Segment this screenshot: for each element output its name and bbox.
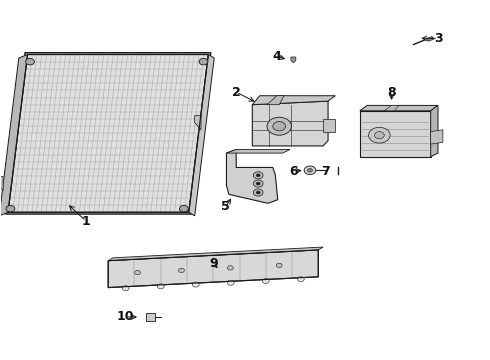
Polygon shape [426, 37, 434, 41]
Text: 3: 3 [434, 32, 442, 45]
Circle shape [267, 117, 292, 135]
Polygon shape [323, 119, 335, 132]
Circle shape [368, 127, 390, 143]
Polygon shape [360, 105, 438, 111]
Circle shape [262, 278, 269, 283]
Circle shape [304, 166, 316, 175]
Polygon shape [431, 130, 443, 144]
Circle shape [178, 268, 184, 273]
Text: 6: 6 [290, 165, 298, 177]
Polygon shape [226, 149, 290, 153]
Circle shape [253, 180, 263, 187]
Polygon shape [108, 250, 319, 288]
Text: 1: 1 [82, 215, 91, 228]
Circle shape [256, 182, 260, 185]
Text: 10: 10 [117, 310, 134, 324]
Polygon shape [5, 53, 211, 214]
Circle shape [227, 266, 233, 270]
Text: 4: 4 [272, 50, 281, 63]
Circle shape [297, 276, 304, 282]
Polygon shape [431, 105, 438, 157]
Circle shape [253, 189, 263, 196]
Circle shape [192, 282, 199, 287]
Text: 2: 2 [232, 86, 241, 99]
Circle shape [25, 58, 34, 65]
Polygon shape [252, 101, 328, 146]
Polygon shape [0, 176, 3, 191]
Circle shape [122, 285, 129, 291]
Text: 9: 9 [209, 257, 218, 270]
Text: 7: 7 [321, 165, 330, 177]
Text: 8: 8 [387, 86, 396, 99]
Text: 5: 5 [221, 201, 230, 213]
Circle shape [199, 58, 208, 65]
Circle shape [179, 206, 188, 212]
Polygon shape [226, 149, 278, 203]
Polygon shape [252, 96, 335, 105]
Circle shape [6, 206, 15, 212]
Polygon shape [0, 54, 27, 216]
Polygon shape [8, 54, 208, 212]
Circle shape [227, 280, 234, 285]
Circle shape [374, 132, 384, 139]
Polygon shape [291, 57, 296, 63]
Polygon shape [267, 96, 284, 105]
Polygon shape [195, 116, 201, 130]
Polygon shape [147, 313, 155, 321]
Polygon shape [108, 247, 323, 261]
Circle shape [256, 191, 260, 194]
Circle shape [308, 168, 313, 172]
Circle shape [273, 122, 286, 131]
Polygon shape [189, 54, 214, 216]
Circle shape [135, 270, 141, 275]
Circle shape [157, 284, 164, 289]
Polygon shape [384, 105, 399, 111]
Circle shape [256, 174, 260, 177]
Circle shape [276, 263, 282, 267]
Circle shape [253, 172, 263, 179]
Polygon shape [360, 111, 431, 157]
